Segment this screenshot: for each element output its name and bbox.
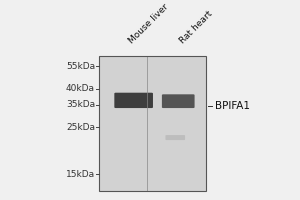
Text: 55kDa: 55kDa bbox=[66, 62, 95, 71]
Text: 15kDa: 15kDa bbox=[66, 170, 95, 179]
FancyBboxPatch shape bbox=[162, 94, 195, 108]
Bar bbox=[100, 56, 147, 191]
Bar bbox=[100, 56, 206, 191]
Text: Mouse liver: Mouse liver bbox=[127, 2, 170, 45]
Text: Rat heart: Rat heart bbox=[178, 9, 214, 45]
FancyBboxPatch shape bbox=[166, 135, 185, 140]
Text: 25kDa: 25kDa bbox=[66, 123, 95, 132]
Bar bbox=[147, 56, 206, 191]
Text: BPIFA1: BPIFA1 bbox=[215, 101, 250, 111]
Text: 35kDa: 35kDa bbox=[66, 100, 95, 109]
Text: 40kDa: 40kDa bbox=[66, 84, 95, 93]
FancyBboxPatch shape bbox=[114, 93, 153, 108]
